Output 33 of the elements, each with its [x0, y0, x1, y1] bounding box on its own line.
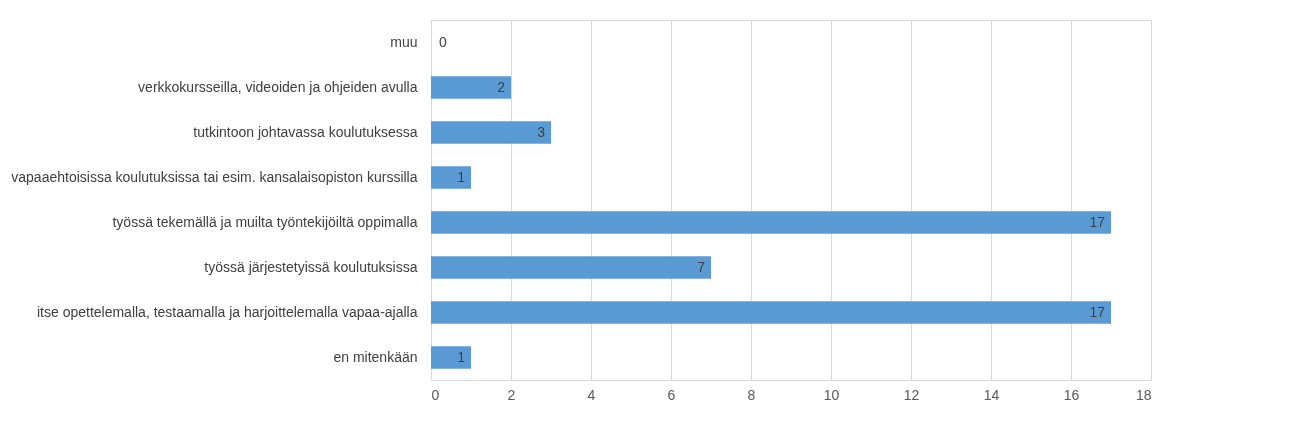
x-tick-label: 16: [1063, 386, 1080, 403]
x-tick-label: 14: [983, 386, 1000, 403]
y-tick-label: verkkokursseilla, videoiden ja ohjeiden avulla: [138, 78, 418, 95]
y-tick-label: työssä järjestetyissä koulutuksissa: [204, 258, 418, 275]
data-label: 2: [497, 78, 506, 95]
data-label: 17: [1089, 213, 1106, 230]
bar: [431, 301, 1111, 324]
x-tick-label: 4: [587, 386, 596, 403]
y-tick-label: vapaaehtoisissa koulutuksissa tai esim. kansalaisopiston kurssilla: [11, 168, 418, 185]
data-label: 1: [457, 348, 466, 365]
bar: [431, 211, 1111, 234]
data-label: 17: [1089, 303, 1106, 320]
x-tick-label: 10: [823, 386, 840, 403]
bar: [431, 121, 551, 144]
x-tick-label: 8: [747, 386, 756, 403]
x-tick-label: 12: [903, 386, 920, 403]
y-tick-label: itse opettelemalla, testaamalla ja harjoittelemalla vapaa-ajalla: [36, 303, 418, 320]
x-tick-label: 2: [507, 386, 516, 403]
bar: [431, 166, 471, 189]
data-label: 0: [439, 33, 447, 50]
bar: [431, 76, 511, 99]
x-tick-label: 0: [431, 386, 440, 403]
y-tick-label: tutkintoon johtavassa koulutuksessa: [193, 123, 418, 140]
data-label: 1: [457, 168, 466, 185]
data-label: 7: [697, 258, 706, 275]
x-tick-label: 18: [1135, 386, 1152, 403]
bar: [431, 346, 471, 369]
y-tick-label: en mitenkään: [333, 348, 418, 365]
x-tick-label: 6: [667, 386, 676, 403]
data-label: 3: [537, 123, 546, 140]
bar: [431, 256, 711, 279]
y-tick-label: muu: [390, 33, 418, 50]
y-tick-label: työssä tekemällä ja muilta työntekijöiltä oppimalla: [112, 213, 418, 230]
